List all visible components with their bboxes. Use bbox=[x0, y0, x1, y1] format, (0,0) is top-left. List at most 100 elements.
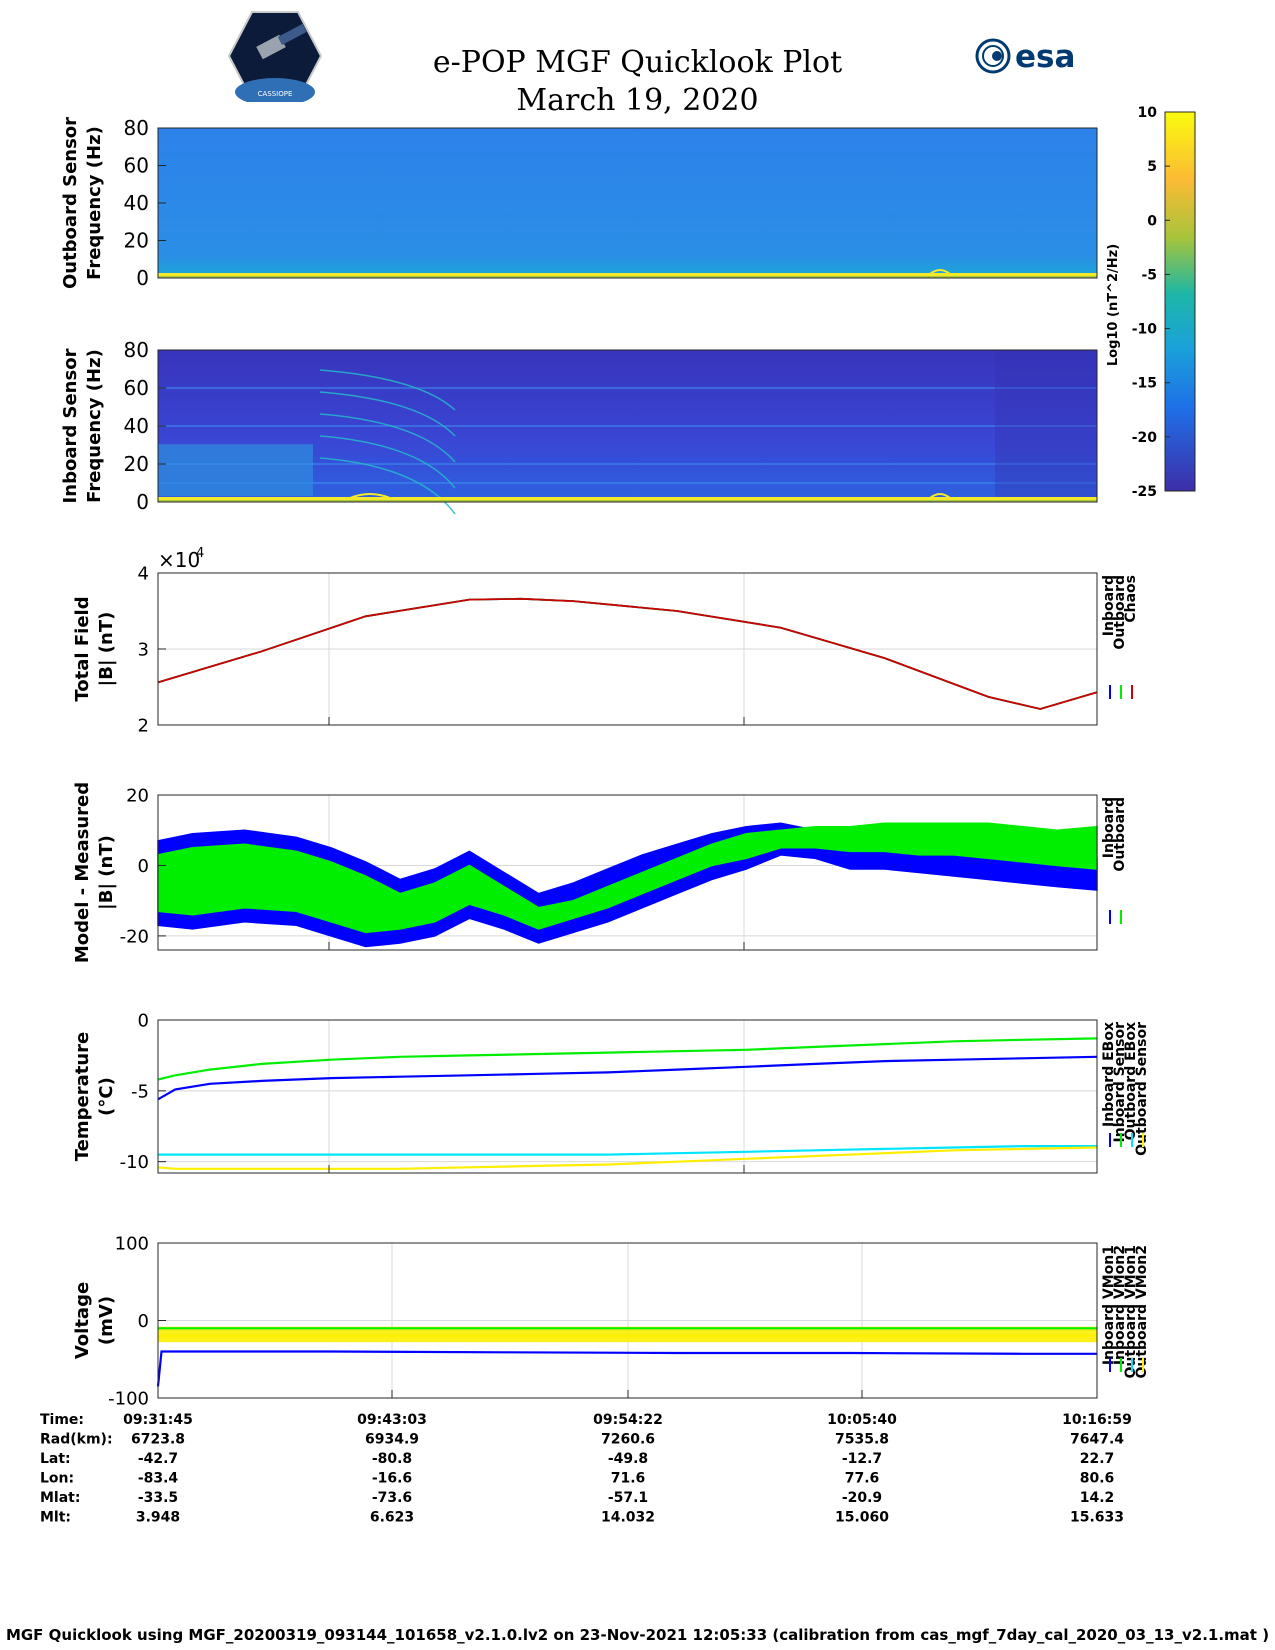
colorbar-gradient bbox=[1164, 111, 1196, 492]
ephemeris-value: -57.1 bbox=[608, 1490, 648, 1506]
ephemeris-value: 15.060 bbox=[835, 1510, 889, 1526]
inboard-dispersion-arc bbox=[319, 413, 456, 463]
legend-label-inboard-ebox: Inboard EBox bbox=[1101, 1022, 1117, 1127]
ephemeris-value: -73.6 bbox=[372, 1490, 412, 1506]
legend-label-chaos: Chaos bbox=[1123, 575, 1139, 623]
legend-label-inboard: Inboard bbox=[1101, 797, 1117, 858]
y-axis-label-line: Frequency (Hz) bbox=[84, 126, 105, 280]
series-outboard-sensor bbox=[157, 1146, 1098, 1170]
ephemeris-value: 09:54:22 bbox=[593, 1412, 663, 1428]
voltage-noise-band bbox=[158, 1326, 1097, 1343]
y-axis-label-line: Voltage bbox=[72, 1282, 93, 1359]
legend-label-outboard-ebox: Outboard EBox bbox=[1123, 1022, 1139, 1140]
y-tick-label: 3 bbox=[138, 639, 149, 660]
esa-logo-text: esa bbox=[1015, 39, 1075, 75]
title-line-2: March 19, 2020 bbox=[516, 83, 759, 118]
colorbar-tick-label: -5 bbox=[1141, 267, 1157, 283]
inboard-dark-region bbox=[995, 350, 1097, 502]
inboard-spectrogram-dc-edge bbox=[158, 500, 1097, 502]
y-tick-label: 80 bbox=[124, 338, 149, 362]
colorbar: 10 5 0 -5 -10 -15 -20 -25 Log10 (nT^2/Hz) bbox=[1106, 105, 1196, 500]
ephemeris-value: 09:43:03 bbox=[357, 1412, 427, 1428]
ephemeris-value: 80.6 bbox=[1080, 1471, 1115, 1487]
ephemeris-value: 3.948 bbox=[136, 1510, 180, 1526]
ephemeris-value: -49.8 bbox=[608, 1451, 648, 1467]
y-tick-label: 20 bbox=[124, 229, 149, 253]
inboard-dispersion-arc bbox=[319, 391, 456, 437]
legend-label-inboard-vmon2: Inboard VMon2 bbox=[1112, 1245, 1128, 1365]
panel-outboard-spectrogram: 80 60 40 20 0 Outboard Sensor Frequency (Hz) bbox=[60, 116, 1098, 290]
colorbar-tick-label: 10 bbox=[1138, 105, 1158, 121]
y-tick-label: 0 bbox=[136, 490, 149, 514]
colorbar-tick-label: -15 bbox=[1132, 376, 1157, 392]
y-tick-label: -20 bbox=[120, 926, 149, 947]
esa-logo: esa bbox=[975, 38, 1075, 75]
series-outboard-ebox bbox=[158, 1144, 1097, 1156]
y-tick-label: 0 bbox=[136, 266, 149, 290]
series-inboard-ebox bbox=[157, 1055, 1098, 1101]
ephemeris-value: 14.032 bbox=[601, 1510, 655, 1526]
ephemeris-value: 7535.8 bbox=[835, 1432, 889, 1448]
legend-label-inboard-sensor: Inboard Sensor bbox=[1112, 1022, 1128, 1143]
cassiope-logo-text: CASSIOPE bbox=[258, 90, 293, 98]
ephemeris-value: -16.6 bbox=[372, 1471, 412, 1487]
ephemeris-value: 71.6 bbox=[611, 1471, 646, 1487]
ephemeris-value: 7647.4 bbox=[1070, 1432, 1124, 1448]
y-axis-label-line: Outboard Sensor bbox=[60, 117, 81, 289]
y-tick-label: 60 bbox=[124, 376, 149, 400]
ephemeris-value: 15.633 bbox=[1070, 1510, 1124, 1526]
legend-label-outboard-vmon1: Outboard VMon1 bbox=[1123, 1245, 1139, 1379]
ephemeris-value: -83.4 bbox=[138, 1471, 179, 1487]
outboard-spectrogram-dc-band bbox=[158, 273, 1097, 276]
series-inboard bbox=[157, 597, 1098, 710]
ephemeris-table: Time: Rad(km): Lat: Lon: Mlat: Mlt: 09:31:45 67… bbox=[40, 1412, 1132, 1526]
ephemeris-row-label: Time: bbox=[40, 1412, 84, 1428]
ephemeris-value: 77.6 bbox=[845, 1471, 880, 1487]
y-tick-label: 40 bbox=[124, 414, 149, 438]
inboard-spectrogram-bump bbox=[349, 493, 391, 499]
y-tick-label: -100 bbox=[108, 1388, 149, 1409]
ephemeris-row-label: Lon: bbox=[40, 1471, 74, 1487]
legend-label-inboard-vmon1: Inboard VMon1 bbox=[1101, 1245, 1117, 1365]
inboard-dispersion-arc bbox=[319, 435, 456, 489]
y-tick-label: 40 bbox=[124, 191, 149, 215]
inboard-spectrogram-dc-band bbox=[158, 497, 1097, 500]
ephemeris-row-label: Rad(km): bbox=[40, 1432, 113, 1448]
y-tick-label: 20 bbox=[126, 785, 149, 806]
inboard-dispersion-arc bbox=[319, 457, 456, 515]
legend-label-outboard-vmon2: Outboard VMon2 bbox=[1134, 1245, 1150, 1379]
legend-label-outboard: Outboard bbox=[1112, 575, 1128, 650]
colorbar-tick-label: -25 bbox=[1132, 484, 1157, 500]
y-axis-label-line: Temperature bbox=[72, 1032, 93, 1161]
y-axis-label-line: (mV) bbox=[96, 1296, 117, 1345]
series-outboard bbox=[157, 597, 1098, 710]
ephemeris-value: -42.7 bbox=[138, 1451, 178, 1467]
plot-title: e-POP MGF Quicklook Plot March 19, 2020 bbox=[0, 44, 1275, 120]
footer-caption: MGF Quicklook using MGF_20200319_093144_… bbox=[5, 1626, 1270, 1644]
temperature-axes-frame bbox=[157, 1019, 1098, 1174]
model-measured-axes-frame bbox=[157, 794, 1098, 951]
y-tick-label: 60 bbox=[124, 154, 149, 178]
exponent-label: ×10 bbox=[158, 548, 200, 572]
ephemeris-value: -20.9 bbox=[842, 1490, 882, 1506]
y-axis-label-line: Model - Measured bbox=[72, 782, 93, 963]
exponent-power: 4 bbox=[196, 546, 204, 561]
series-chaos bbox=[157, 597, 1098, 710]
ephemeris-value: 6723.8 bbox=[131, 1432, 185, 1448]
y-tick-label: 4 bbox=[138, 563, 149, 584]
inboard-dispersion-arc bbox=[319, 369, 456, 411]
ephemeris-value: 6.623 bbox=[370, 1510, 414, 1526]
ephemeris-value: -12.7 bbox=[842, 1451, 882, 1467]
y-axis-label-line: |B| (nT) bbox=[96, 835, 117, 910]
ephemeris-value: 14.2 bbox=[1080, 1490, 1115, 1506]
colorbar-tick-label: -20 bbox=[1132, 430, 1158, 446]
y-axis-label-line: (°C) bbox=[96, 1077, 117, 1116]
cassiope-logo: CASSIOPE bbox=[228, 11, 322, 102]
ephemeris-row-label: Lat: bbox=[40, 1451, 71, 1467]
y-axis-label-line: Frequency (Hz) bbox=[84, 349, 105, 503]
ephemeris-value: 7260.6 bbox=[601, 1432, 655, 1448]
